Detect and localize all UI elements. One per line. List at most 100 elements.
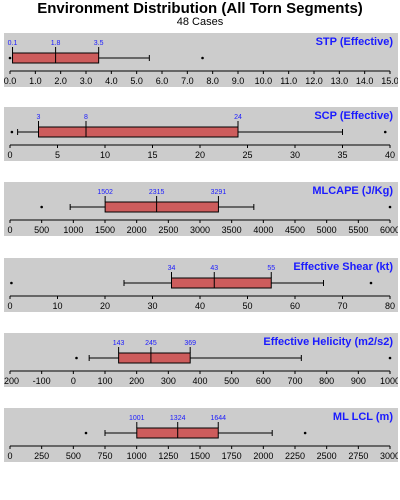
iqr-box [38, 126, 239, 138]
x-tick-label: 0.0 [4, 76, 16, 86]
x-tick-label: 13.0 [331, 76, 349, 86]
outlier-point [383, 130, 387, 134]
boxplot-svg: 0 5 10 15 20 25 30 35 40 3 8 24 [7, 114, 395, 160]
chart-panel: MLCAPE (J/Kg) 0 500 1000 1500 2000 2500 3000 350… [4, 182, 398, 236]
value-label-median: 2315 [149, 189, 165, 196]
x-tick-label: 15.0 [381, 76, 398, 86]
x-tick-label: 500 [34, 225, 49, 235]
x-tick-label: 300 [161, 376, 176, 386]
outlier-point [303, 431, 307, 435]
x-tick-label: 30 [147, 301, 157, 311]
x-tick-label: 0 [7, 451, 12, 461]
value-label-q1: 34 [168, 265, 176, 272]
outlier-point [10, 130, 14, 134]
x-tick-label: 14.0 [356, 76, 374, 86]
value-label-q1: 1001 [129, 415, 145, 422]
x-tick-label: 750 [97, 451, 112, 461]
x-tick-label: 10 [100, 150, 110, 160]
chart-panel: SCP (Effective) 0 5 10 15 20 25 30 35 40 3 8 24 [4, 107, 398, 161]
panel-title: ML LCL (m) [332, 411, 393, 423]
x-tick-label: 2500 [317, 451, 337, 461]
value-label-q1: 3 [37, 114, 41, 121]
x-tick-label: 2000 [253, 451, 273, 461]
value-label-q3: 3291 [211, 189, 227, 196]
x-tick-label: -100 [33, 376, 51, 386]
x-tick-label: 700 [287, 376, 302, 386]
x-tick-label: 4500 [285, 225, 305, 235]
x-tick-label: 2500 [158, 225, 178, 235]
x-tick-label: 5000 [317, 225, 337, 235]
x-tick-label: 70 [337, 301, 347, 311]
boxplot-svg: 0 250 500 750 1000 1250 1500 1750 2000 2250 2500 27… [7, 415, 398, 461]
x-tick-label: -200 [4, 376, 19, 386]
iqr-box [171, 277, 272, 289]
chart-panel: STP (Effective) 0.0 1.0 2.0 3.0 4.0 5.0 6.0 7.0 8… [4, 33, 398, 87]
outlier-point [201, 56, 204, 60]
value-label-q3: 55 [267, 265, 275, 272]
chart-panel: Effective Helicity (m2/s2) -200 -100 0 100 20… [4, 333, 398, 387]
value-label-q1: 0.1 [8, 40, 18, 47]
x-tick-label: 5 [55, 150, 60, 160]
outlier-point [75, 356, 78, 360]
value-label-median: 1324 [170, 415, 186, 422]
x-tick-label: 11.0 [280, 76, 297, 86]
x-tick-label: 1.0 [29, 76, 42, 86]
chart-title: Environment Distribution (All Torn Segme… [37, 0, 363, 17]
x-tick-label: 2250 [285, 451, 305, 461]
x-tick-label: 0 [7, 225, 12, 235]
x-tick-label: 800 [319, 376, 334, 386]
boxplot-svg: 0 500 1000 1500 2000 2500 3000 3500 4000 4500 5000… [7, 189, 398, 235]
x-tick-label: 35 [337, 150, 347, 160]
x-tick-label: 4000 [253, 225, 273, 235]
x-tick-label: 9.0 [232, 76, 245, 86]
panel-title: SCP (Effective) [314, 110, 393, 122]
x-tick-label: 1000 [380, 376, 398, 386]
x-tick-label: 0 [7, 301, 12, 311]
outlier-point [369, 281, 373, 285]
value-label-q3: 24 [234, 114, 242, 121]
value-label-q1: 1502 [97, 189, 113, 196]
x-tick-label: 1750 [222, 451, 242, 461]
iqr-box [118, 352, 191, 364]
x-tick-label: 50 [242, 301, 252, 311]
x-tick-label: 10.0 [255, 76, 273, 86]
x-tick-label: 1000 [63, 225, 83, 235]
x-tick-label: 6.0 [156, 76, 169, 86]
outlier-point [10, 281, 13, 285]
chart-panel: Effective Shear (kt) 0 10 20 30 40 50 60 70 80 34 4… [4, 258, 398, 312]
x-tick-label: 500 [66, 451, 81, 461]
x-tick-label: 2000 [127, 225, 147, 235]
x-tick-label: 2750 [348, 451, 368, 461]
x-tick-label: 10 [52, 301, 62, 311]
x-tick-label: 40 [385, 150, 395, 160]
iqr-box [104, 201, 219, 213]
value-label-median: 1.8 [51, 40, 61, 47]
outlier-point [388, 356, 392, 360]
boxplot-svg: 0 10 20 30 40 50 60 70 80 34 43 55 [7, 265, 395, 311]
outlier-point [40, 205, 43, 209]
value-label-median: 245 [145, 340, 157, 347]
x-tick-label: 7.0 [181, 76, 194, 86]
value-label-q3: 1644 [210, 415, 226, 422]
x-tick-label: 40 [195, 301, 205, 311]
x-tick-label: 500 [224, 376, 239, 386]
x-tick-label: 80 [385, 301, 395, 311]
x-tick-label: 3500 [222, 225, 242, 235]
x-tick-label: 1500 [190, 451, 210, 461]
value-label-median: 43 [210, 265, 218, 272]
x-tick-label: 250 [34, 451, 49, 461]
x-tick-label: 0 [7, 150, 12, 160]
panel-title: MLCAPE (J/Kg) [312, 185, 393, 197]
x-tick-label: 5500 [348, 225, 368, 235]
x-tick-label: 0 [71, 376, 76, 386]
x-tick-label: 20 [195, 150, 205, 160]
x-tick-label: 2.0 [54, 76, 67, 86]
value-label-q3: 369 [184, 340, 196, 347]
x-tick-label: 25 [242, 150, 252, 160]
value-label-q1: 143 [113, 340, 125, 347]
chart-panel: ML LCL (m) 0 250 500 750 1000 1250 1500 1750 2000… [4, 408, 398, 462]
x-tick-label: 600 [256, 376, 271, 386]
x-tick-label: 200 [129, 376, 144, 386]
x-tick-label: 1000 [127, 451, 147, 461]
x-tick-label: 1250 [158, 451, 178, 461]
